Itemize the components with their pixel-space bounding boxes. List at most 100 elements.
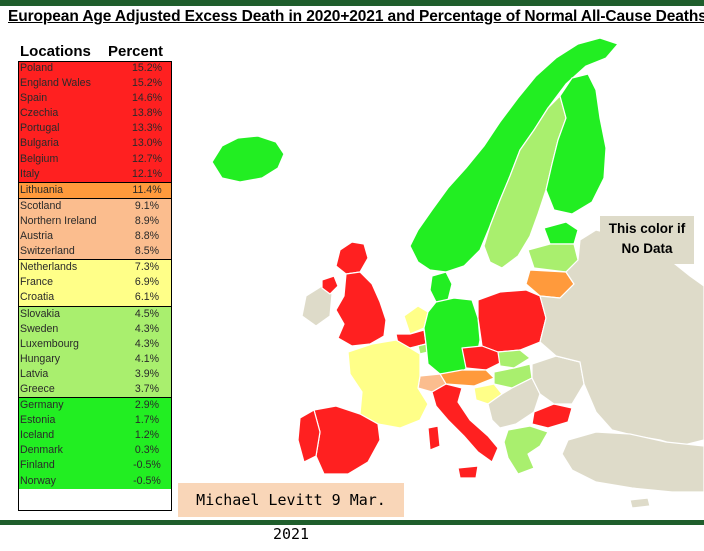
country-denmark xyxy=(429,271,453,303)
table-row: Switzerland 8.5% xyxy=(18,244,172,260)
table-row: Belgium 12.7% xyxy=(18,151,172,167)
country-bulgaria xyxy=(531,403,573,429)
location-cell: Northern Ireland xyxy=(18,213,120,230)
no-data-legend-line1: This color if xyxy=(608,221,686,236)
country-greece xyxy=(503,425,549,475)
location-cell: Lithuania xyxy=(18,181,120,199)
table-row: Latvia 3.9% xyxy=(18,366,172,382)
location-cell: France xyxy=(18,275,120,291)
percent-cell: 13.3% xyxy=(120,121,172,137)
percent-cell: 15.2% xyxy=(120,76,172,92)
percent-cell: 4.5% xyxy=(120,305,172,322)
location-cell: Luxembourg xyxy=(18,336,120,352)
percent-cell: -0.5% xyxy=(120,473,172,489)
location-cell: Hungary xyxy=(18,351,120,367)
location-cell: Italy xyxy=(18,166,120,183)
percent-cell: 8.8% xyxy=(120,229,172,245)
table-row: Slovakia 4.5% xyxy=(18,305,172,322)
column-header-locations: Locations xyxy=(20,43,91,60)
percent-cell: 3.9% xyxy=(120,366,172,382)
country-northern-ireland xyxy=(321,275,339,295)
country-italy-sicily xyxy=(457,465,479,479)
location-cell: Belgium xyxy=(18,151,120,167)
location-cell: Greece xyxy=(18,381,120,398)
location-cell: England Wales xyxy=(18,76,120,92)
table-row: Netherlands 7.3% xyxy=(18,259,172,276)
location-cell: Finland xyxy=(18,458,120,474)
percent-cell: 11.4% xyxy=(120,181,172,199)
percent-cell: 4.3% xyxy=(120,336,172,352)
excess-death-table: Poland 15.2% England Wales 15.2% Spain 14.6% C… xyxy=(18,61,172,489)
country-italy xyxy=(431,383,499,463)
country-austria xyxy=(439,369,495,387)
percent-cell: 13.8% xyxy=(120,106,172,122)
table-row: Portugal 13.3% xyxy=(18,121,172,137)
location-cell: Scotland xyxy=(18,197,120,214)
top-frame-bar xyxy=(0,0,704,6)
percent-cell: -0.5% xyxy=(120,458,172,474)
author-credit: Michael Levitt 9 Mar. 2021 xyxy=(178,483,404,543)
country-romania xyxy=(531,355,585,405)
table-row: England Wales 15.2% xyxy=(18,76,172,92)
location-cell: Latvia xyxy=(18,366,120,382)
percent-cell: 1.2% xyxy=(120,428,172,444)
location-cell: Norway xyxy=(18,473,120,489)
location-cell: Czechia xyxy=(18,106,120,122)
table-row: Hungary 4.1% xyxy=(18,351,172,367)
no-data-legend: This color if No Data xyxy=(600,216,694,264)
table-row: Croatia 6.1% xyxy=(18,290,172,306)
percent-cell: 12.7% xyxy=(120,151,172,167)
location-cell: Estonia xyxy=(18,413,120,429)
percent-cell: 13.0% xyxy=(120,136,172,152)
table-row: Poland 15.2% xyxy=(18,61,172,77)
percent-cell: 8.5% xyxy=(120,244,172,260)
country-turkey xyxy=(561,431,704,493)
location-cell: Austria xyxy=(18,229,120,245)
table-row: Estonia 1.7% xyxy=(18,413,172,429)
percent-cell: 6.9% xyxy=(120,275,172,291)
table-row: Sweden 4.3% xyxy=(18,321,172,337)
percent-cell: 14.6% xyxy=(120,91,172,107)
location-cell: Germany xyxy=(18,397,120,414)
country-england-wales xyxy=(335,271,387,347)
table-row: Luxembourg 4.3% xyxy=(18,336,172,352)
location-cell: Sweden xyxy=(18,321,120,337)
percent-cell: 8.9% xyxy=(120,213,172,230)
percent-cell: 7.3% xyxy=(120,259,172,276)
table-row: Bulgaria 13.0% xyxy=(18,136,172,152)
percent-cell: 9.1% xyxy=(120,197,172,214)
table-row: Northern Ireland 8.9% xyxy=(18,213,172,230)
table-row: Italy 12.1% xyxy=(18,166,172,183)
country-scotland xyxy=(335,241,369,275)
table-row: Czechia 13.8% xyxy=(18,106,172,122)
percent-cell: 0.3% xyxy=(120,443,172,459)
country-slovakia xyxy=(497,349,531,369)
table-row: Greece 3.7% xyxy=(18,381,172,398)
country-balkans-no-data xyxy=(487,377,541,429)
location-cell: Netherlands xyxy=(18,259,120,276)
country-norway xyxy=(409,37,619,273)
table-row: Denmark 0.3% xyxy=(18,443,172,459)
table-row: Finland -0.5% xyxy=(18,458,172,474)
location-cell: Slovakia xyxy=(18,305,120,322)
location-cell: Poland xyxy=(18,61,120,77)
percent-cell: 6.1% xyxy=(120,290,172,306)
location-cell: Bulgaria xyxy=(18,136,120,152)
europe-map xyxy=(211,37,704,509)
map-title: European Age Adjusted Excess Death in 20… xyxy=(8,8,704,25)
country-france xyxy=(347,339,429,429)
country-cyprus xyxy=(629,497,651,509)
country-finland xyxy=(545,73,607,215)
table-row: Scotland 9.1% xyxy=(18,197,172,214)
table-row: Spain 14.6% xyxy=(18,91,172,107)
location-cell: Denmark xyxy=(18,443,120,459)
percent-cell: 3.7% xyxy=(120,381,172,398)
percent-cell: 15.2% xyxy=(120,61,172,77)
column-header-percent: Percent xyxy=(108,43,164,60)
percent-cell: 1.7% xyxy=(120,413,172,429)
country-iceland xyxy=(211,135,285,183)
country-portugal xyxy=(297,409,321,463)
table-row: France 6.9% xyxy=(18,275,172,291)
percent-cell: 12.1% xyxy=(120,166,172,183)
table-row: Iceland 1.2% xyxy=(18,428,172,444)
